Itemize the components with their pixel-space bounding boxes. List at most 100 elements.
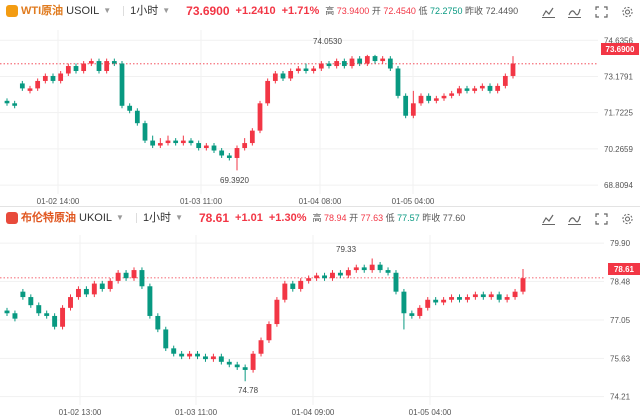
candle-body [280,73,286,79]
candle-body [44,313,50,316]
candlestick-chart[interactable]: 74.6356 73.1791 71.7225 70.2659 68.8094 01-02… [0,0,640,205]
candle-body [195,353,200,357]
candle-body [349,58,355,67]
candle-body [165,140,171,144]
candle-body [19,83,25,89]
candle-body [426,95,432,101]
candle-body [385,270,391,273]
candle-body [265,80,271,104]
candle-body [36,305,42,314]
candle-body [433,98,439,101]
ohlc-readout: 高 78.94 开 77.63 低 77.57 昨收 77.60 [312,213,466,224]
settings-icon[interactable] [621,213,634,225]
candle-body [83,288,89,295]
chevron-down-icon[interactable]: ▼ [175,213,183,223]
candle-body [496,294,502,300]
candle-body [127,105,133,111]
y-tick-label: 68.8094 [604,181,633,190]
indicators-icon[interactable] [568,6,582,18]
candle-body [345,270,351,276]
candle-body [433,299,439,303]
candle-body [88,61,94,64]
candle-body [99,283,105,289]
candle-body [250,353,256,370]
low-annotation: 69.3920 [220,176,249,185]
candle-body [387,58,393,69]
last-price: 73.6900 [186,4,230,19]
candle-body [107,280,113,289]
interval-selector[interactable]: 1小时 [130,5,159,18]
chart-type-icon[interactable] [541,6,555,18]
candle-body [274,299,280,325]
candle-body [288,71,294,79]
symbol-name[interactable]: 布伦特原油 [21,212,76,225]
ohlc-readout: 高 73.9400 开 72.4540 低 72.2750 昨收 72.4490 [325,6,519,17]
candle-body [449,93,455,96]
candle-body [441,95,447,99]
indicators-icon[interactable] [568,213,582,225]
x-tick-label: 01-02 14:00 [37,197,80,205]
candle-body [361,267,367,271]
candle-body [510,63,516,76]
candle-body [449,297,455,300]
chevron-down-icon[interactable]: ▼ [116,213,124,223]
candlestick-chart[interactable]: 79.90 78.48 77.05 75.63 74.21 01-02 13:00 01-0… [0,207,640,417]
candle-body [196,143,202,149]
candle-body [35,80,41,89]
candle-body [395,68,401,96]
chevron-down-icon[interactable]: ▼ [103,6,112,16]
fullscreen-icon[interactable] [594,213,608,225]
symbol-name[interactable]: WTI原油 [21,5,64,18]
y-tick-label: 73.1791 [604,72,633,81]
plot-layer: 74.6356 73.1791 71.7225 70.2659 68.8094 01-02… [0,30,633,205]
chart-type-icon[interactable] [541,213,555,225]
candle-body [115,272,121,281]
candle-body [409,313,415,316]
fullscreen-icon[interactable] [594,6,608,18]
candle-body [4,310,10,314]
candle-body [306,278,312,281]
candle-body [425,299,431,308]
candle-body [58,73,64,81]
candle-body [369,264,375,271]
candle-body [180,140,186,144]
interval-selector[interactable]: 1小时 [142,212,172,225]
candle-body [290,283,296,289]
chevron-down-icon[interactable]: ▼ [162,6,171,16]
last-price-badge-text: 73.6900 [606,45,635,54]
divider [135,213,137,224]
candle-body [111,61,117,64]
candle-body [480,294,486,298]
plot-layer: 79.90 78.48 77.05 75.63 74.21 01-02 13:00 01-0… [0,235,631,417]
candle-body [334,61,340,67]
candle-body [377,264,383,271]
settings-icon[interactable] [621,6,634,18]
candle-body [326,63,332,67]
candle-body [171,348,177,354]
symbol-code[interactable]: UKOIL [79,212,113,225]
y-tick-label: 70.2659 [604,145,633,154]
candle-body [372,56,378,62]
candle-body [341,61,347,67]
candle-body [457,297,462,300]
candle-body [258,340,264,354]
price-change: +1.01 [235,212,263,225]
candle-body [104,61,110,71]
candle-body [68,297,73,308]
candle-body [318,63,324,69]
x-tick-label: 01-05 04:00 [409,408,452,417]
candle-body [456,88,462,94]
candle-body [303,68,309,71]
candle-body [131,270,137,279]
candle-body [242,143,248,149]
chart-toolbar [533,212,634,230]
candle-body [357,58,363,64]
candle-body [495,85,501,91]
candle-body [322,275,327,279]
candle-body [464,297,470,300]
candle-body [282,283,288,300]
symbol-code[interactable]: USOIL [66,5,100,18]
candle-body [134,110,140,124]
candle-body [20,291,26,298]
candle-body [155,315,161,330]
